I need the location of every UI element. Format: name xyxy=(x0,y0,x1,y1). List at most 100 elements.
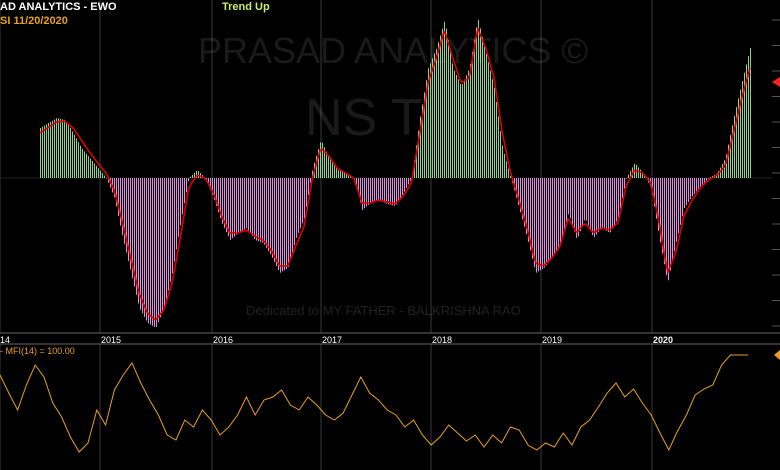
ewo-bar xyxy=(694,178,695,194)
ewo-bar xyxy=(546,178,547,266)
ewo-bar xyxy=(390,178,391,205)
ewo-bar xyxy=(56,118,57,178)
ewo-bar xyxy=(284,178,285,271)
ewo-bar xyxy=(292,178,293,253)
ewo-bar xyxy=(664,178,665,265)
ewo-bar xyxy=(102,173,103,178)
ewo-bar xyxy=(436,48,437,178)
ewo-bar xyxy=(576,178,577,238)
ewo-bar xyxy=(686,178,687,206)
ewo-bar xyxy=(488,62,489,178)
ewo-bar xyxy=(418,130,419,178)
ewo-bar xyxy=(378,178,379,201)
ewo-bar xyxy=(130,178,131,270)
ewo-bar xyxy=(172,178,173,274)
ewo-last-value-marker xyxy=(772,77,780,87)
ewo-bar xyxy=(400,178,401,199)
ewo-bar xyxy=(128,178,129,262)
ewo-bar xyxy=(222,178,223,224)
ewo-bar xyxy=(280,178,281,273)
ewo-bar xyxy=(642,172,643,178)
ewo-signal-line xyxy=(39,26,751,321)
ewo-bar xyxy=(416,145,417,178)
ewo-bar xyxy=(600,178,601,230)
ewo-bar xyxy=(746,64,747,178)
ewo-bar xyxy=(226,178,227,233)
ewo-bar xyxy=(100,170,101,178)
ewo-bar xyxy=(248,178,249,231)
x-tick-label: 2016 xyxy=(213,335,233,345)
ewo-bar xyxy=(66,121,67,178)
ewo-bar xyxy=(46,124,47,178)
ewo-bar xyxy=(480,28,481,178)
ewo-bar xyxy=(598,178,599,233)
ewo-bar xyxy=(324,147,325,178)
ewo-bar xyxy=(444,21,445,178)
x-tick-label: 2019 xyxy=(542,335,562,345)
ewo-bar xyxy=(680,178,681,225)
ewo-bar xyxy=(136,178,137,295)
ewo-bar xyxy=(306,178,307,208)
ewo-bar xyxy=(374,178,375,202)
ewo-bar xyxy=(304,178,305,219)
ewo-bar xyxy=(94,163,95,178)
ewo-bar xyxy=(554,178,555,255)
ewo-bar xyxy=(428,68,429,178)
ewo-bar xyxy=(454,70,455,178)
ewo-bar xyxy=(60,118,61,178)
ewo-bar xyxy=(208,178,209,185)
ewo-bar xyxy=(618,178,619,218)
ewo-bar xyxy=(530,178,531,251)
ewo-bar xyxy=(472,51,473,178)
ewo-bar xyxy=(134,178,135,287)
ewo-bar xyxy=(628,174,629,178)
ewo-bar xyxy=(148,178,149,324)
ewo-bar xyxy=(258,178,259,242)
ewo-bar xyxy=(158,178,159,323)
ewo-panel xyxy=(0,0,780,333)
ewo-bar xyxy=(562,178,563,237)
ewo-bar xyxy=(122,178,123,236)
ewo-bar xyxy=(406,178,407,189)
ewo-bar xyxy=(468,70,469,178)
ewo-bar xyxy=(80,145,81,178)
watermark-symbol: NS T xyxy=(305,89,423,147)
ewo-bar xyxy=(602,178,603,229)
ewo-bar xyxy=(668,178,669,281)
ewo-bar xyxy=(432,58,433,178)
ewo-bar xyxy=(310,178,311,183)
ewo-bar xyxy=(518,178,519,205)
ewo-bar xyxy=(490,70,491,178)
ewo-bar xyxy=(154,178,155,328)
ewo-bar xyxy=(272,178,273,258)
ewo-bar xyxy=(610,178,611,233)
ewo-bar xyxy=(116,178,117,207)
ewo-bar xyxy=(218,178,219,213)
ewo-bar xyxy=(726,154,727,178)
ewo-bar xyxy=(476,27,477,179)
ewo-bar xyxy=(382,178,383,202)
ewo-bar xyxy=(216,178,217,206)
ewo-bar xyxy=(640,169,641,178)
ewo-bar xyxy=(534,178,535,268)
ewo-bar xyxy=(48,123,49,178)
ewo-bar xyxy=(720,167,721,178)
x-tick-label: 14 xyxy=(0,335,10,345)
ewo-bar xyxy=(40,128,41,178)
ewo-bar xyxy=(86,153,87,178)
ewo-bar xyxy=(446,28,447,178)
ewo-bar xyxy=(42,126,43,178)
ewo-bar xyxy=(504,154,505,178)
ewo-bar xyxy=(84,151,85,178)
mfi-line xyxy=(0,354,748,453)
ewo-bar xyxy=(460,83,461,178)
ewo-bar xyxy=(402,178,403,195)
chart-title: AD ANALYTICS - EWO xyxy=(0,1,117,13)
ewo-bar xyxy=(690,178,691,200)
ewo-bar xyxy=(362,178,363,210)
ewo-bar xyxy=(322,142,323,178)
ewo-bar xyxy=(590,178,591,231)
ewo-bar xyxy=(384,178,385,203)
ewo-bar xyxy=(296,178,297,238)
